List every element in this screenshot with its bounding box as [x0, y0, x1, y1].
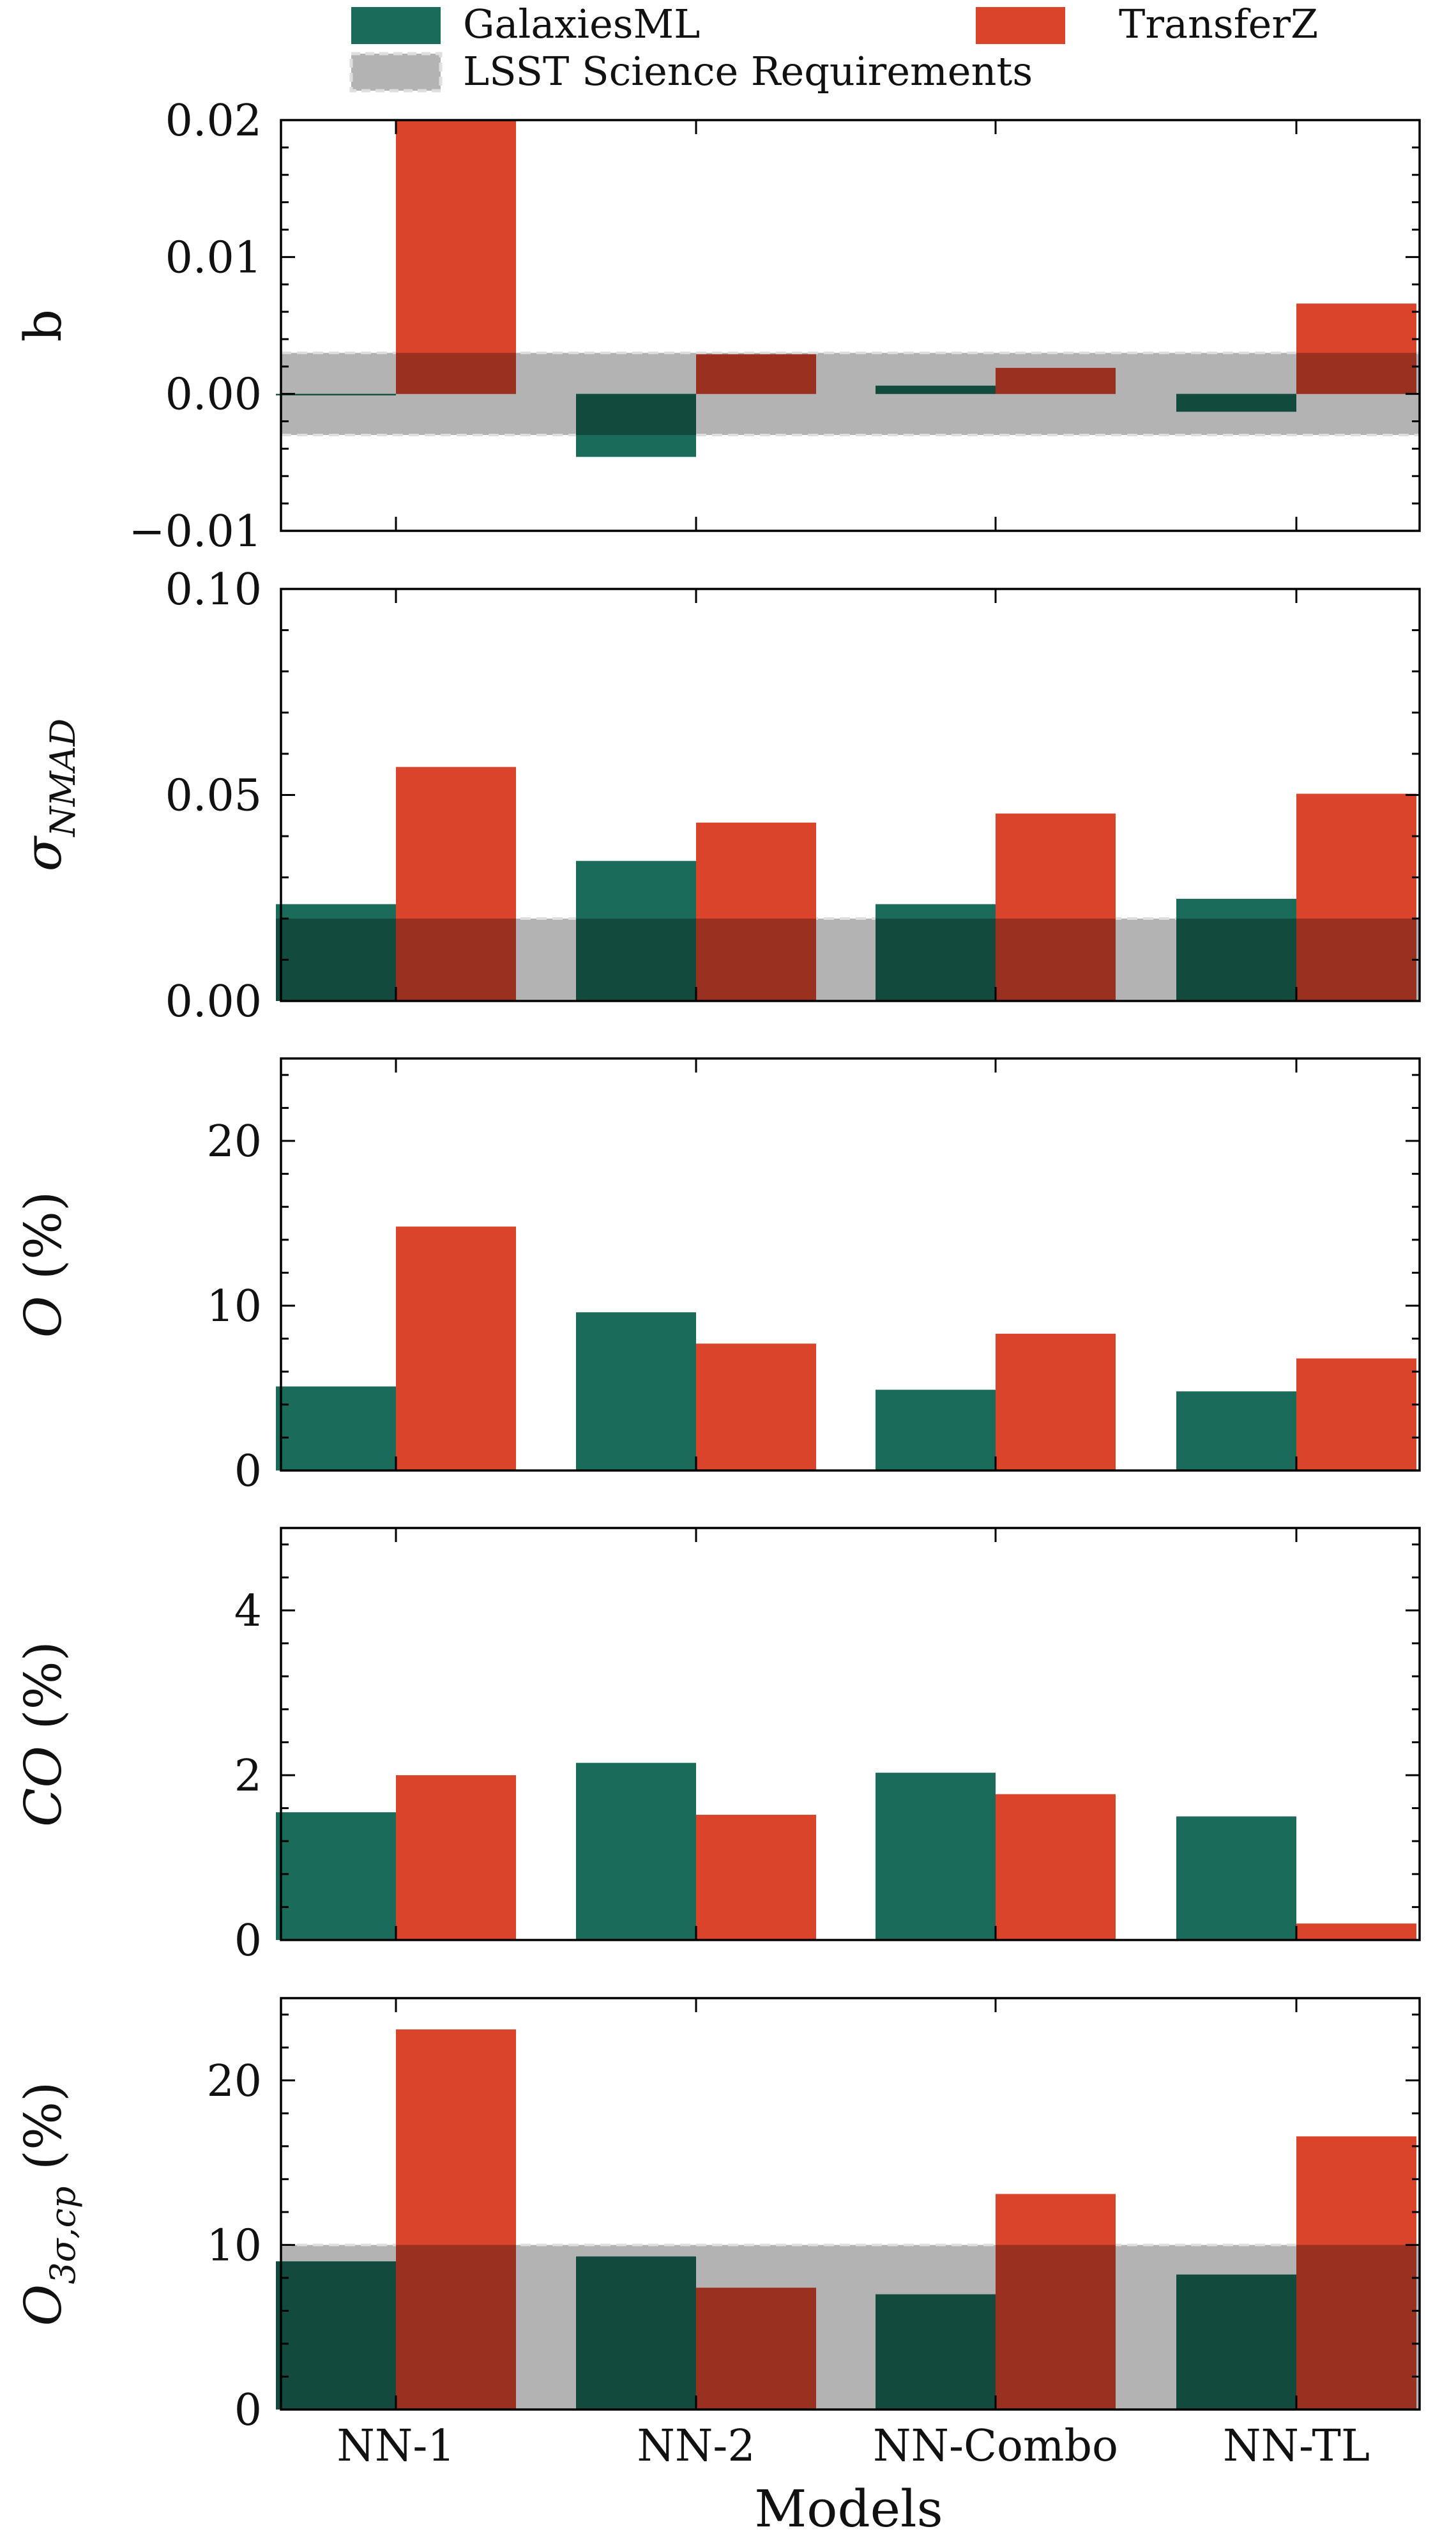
chart-panels: −0.010.000.010.02b0.000.050.10σNMAD01020… [13, 96, 1421, 2471]
y-tick-label: 0.05 [165, 771, 262, 821]
bar-galaxiesml-nn-combo-overlap [876, 919, 996, 1001]
y-axis-label: b [13, 309, 73, 342]
bar-galaxiesml-nn-2-overlap [576, 393, 696, 435]
y-tick-label: 10 [206, 2220, 262, 2271]
bar-transferz-nn-1 [396, 1775, 516, 1940]
bar-transferz-nn-tl-overlap [1296, 353, 1416, 394]
x-axis-label: Models [754, 2479, 943, 2536]
y-tick-label: 0 [234, 1916, 262, 1966]
legend-label-galaxiesml: GalaxiesML [463, 1, 700, 47]
x-tick-label-nn-1: NN-1 [337, 2421, 455, 2471]
bar-galaxiesml-nn-combo-overlap [876, 2294, 996, 2410]
panel-3: 0 10 20 O (%) [13, 1057, 1421, 1497]
panel-1: −0.01 0.00 0.01 0.02 b [13, 96, 1421, 557]
bar-transferz-nn-1-overlap [396, 2245, 516, 2410]
bar-transferz-nn-combo-overlap [996, 367, 1116, 394]
bar-transferz-nn-combo-overlap [996, 2245, 1116, 2410]
bar-galaxiesml-nn-combo [876, 1389, 996, 1470]
legend-swatch-lsst-requirements [349, 52, 443, 93]
legend-label-transferz: TransferZ [1119, 1, 1318, 47]
bar-galaxiesml-nn-1-overlap [276, 2261, 396, 2410]
bar-transferz-nn-2 [696, 1343, 816, 1470]
y-tick-label: 0.00 [165, 370, 262, 420]
bar-galaxiesml-nn-1 [276, 1386, 396, 1470]
y-tick-label: 20 [206, 2056, 262, 2107]
bar-transferz-nn-tl [1296, 1923, 1416, 1940]
bar-transferz-nn-1-overlap [396, 919, 516, 1001]
x-tick-label-nn-2: NN-2 [637, 2421, 755, 2471]
y-tick-label: 4 [234, 1586, 262, 1637]
bar-galaxiesml-nn-tl [1176, 1391, 1296, 1470]
y-tick-label: 20 [206, 1117, 262, 1167]
bar-galaxiesml-nn-tl [1176, 1816, 1296, 1940]
legend: GalaxiesML TransferZ LSST Science Requir… [349, 1, 1318, 95]
bar-galaxiesml-nn-2-overlap [576, 2256, 696, 2410]
bar-galaxiesml-nn-tl-overlap [1176, 919, 1296, 1001]
y-tick-label: 0.02 [165, 96, 262, 146]
bar-transferz-nn-2-overlap [696, 354, 816, 394]
y-tick-label: 0.00 [165, 977, 262, 1027]
bar-galaxiesml-nn-tl-overlap [1176, 2274, 1296, 2410]
bar-galaxiesml-nn-1-overlap [276, 393, 396, 395]
bar-transferz-nn-combo-overlap [996, 919, 1116, 1001]
legend-swatch-transferz [976, 7, 1065, 44]
bar-transferz-nn-tl [1296, 1358, 1416, 1470]
y-tick-label: 0.01 [165, 233, 262, 283]
x-tick-label-nn-combo: NN-Combo [873, 2421, 1118, 2471]
panel-5: 0 10 20 O3σ,cp (%) NN-1 NN-2 NN-Combo NN-TL [13, 1997, 1421, 2471]
bar-transferz-nn-combo [996, 1333, 1116, 1470]
y-axis-label: CO (%) [13, 1641, 73, 1827]
y-tick-label: 0 [234, 2385, 262, 2436]
bar-transferz-nn-tl-overlap [1296, 2245, 1416, 2410]
axes-frame [280, 119, 1421, 532]
bar-galaxiesml-nn-combo [876, 1773, 996, 1940]
bar-galaxiesml-nn-tl-overlap [1176, 393, 1296, 412]
axes-frame [280, 1057, 1421, 1472]
y-axis-label: O (%) [13, 1191, 73, 1338]
bar-galaxiesml-nn-2 [576, 1762, 696, 1940]
x-tick-label-nn-tl: NN-TL [1223, 2421, 1370, 2471]
y-axis-label: O3σ,cp (%) [13, 2082, 83, 2326]
bar-transferz-nn-tl-overlap [1296, 919, 1416, 1001]
bar-galaxiesml-nn-combo-overlap [876, 385, 996, 394]
bar-galaxiesml-nn-2 [576, 1312, 696, 1470]
bar-transferz-nn-1 [396, 1226, 516, 1470]
bar-galaxiesml-nn-1 [276, 1812, 396, 1940]
panel-4: 0 2 4 CO (%) [13, 1527, 1421, 1966]
bar-transferz-nn-2-overlap [696, 919, 816, 1001]
bar-transferz-nn-1 [396, 120, 516, 394]
bar-transferz-nn-2-overlap [696, 2288, 816, 2410]
y-tick-label: 2 [234, 1751, 262, 1801]
y-tick-label: 10 [206, 1281, 262, 1332]
bar-transferz-nn-combo [996, 1794, 1116, 1940]
y-tick-label: 0.10 [165, 565, 262, 615]
bar-transferz-nn-2 [696, 1814, 816, 1940]
bar-transferz-nn-1-overlap [396, 353, 516, 394]
legend-swatch-galaxiesml [351, 7, 441, 44]
y-tick-label: −0.01 [129, 507, 262, 557]
bar-galaxiesml-nn-1-overlap [276, 919, 396, 1001]
axes-frame [280, 1527, 1421, 1941]
y-axis-label: σNMAD [13, 719, 83, 871]
panel-2: 0.00 0.05 0.10 σNMAD [13, 565, 1421, 1027]
bar-galaxiesml-nn-2-overlap [576, 919, 696, 1001]
legend-label-lsst-requirements: LSST Science Requirements [463, 48, 1033, 95]
axes-frame [280, 1997, 1421, 2411]
y-tick-label: 0 [234, 1446, 262, 1497]
